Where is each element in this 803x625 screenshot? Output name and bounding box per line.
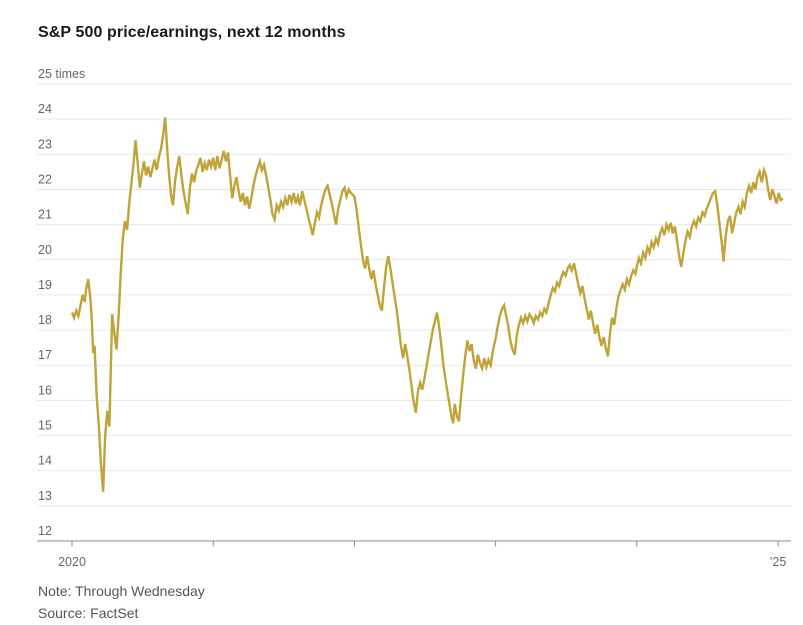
y-axis-label: 23 [38,137,52,151]
pe-ratio-line [70,117,784,492]
x-axis-label: ’25 [770,555,787,569]
y-axis-label: 14 [38,454,52,468]
y-axis-label: 22 [38,172,52,186]
y-axis-label: 15 [38,419,52,433]
y-axis-label: 13 [38,489,52,503]
y-axis-label: 24 [38,102,52,116]
y-axis-label: 18 [38,313,52,327]
x-axis-label: 2020 [58,555,86,569]
chart-source: Source: FactSet [38,605,139,621]
chart-note: Note: Through Wednesday [38,583,205,599]
y-axis-label: 19 [38,278,52,292]
y-axis-label: 21 [38,208,52,222]
chart-title: S&P 500 price/earnings, next 12 months [38,24,346,41]
y-axis-label: 12 [38,524,52,538]
y-axis-label: 20 [38,243,52,257]
y-axis-label: 17 [38,348,52,362]
y-axis-label: 16 [38,383,52,397]
y-axis-label: 25 times [38,67,85,81]
